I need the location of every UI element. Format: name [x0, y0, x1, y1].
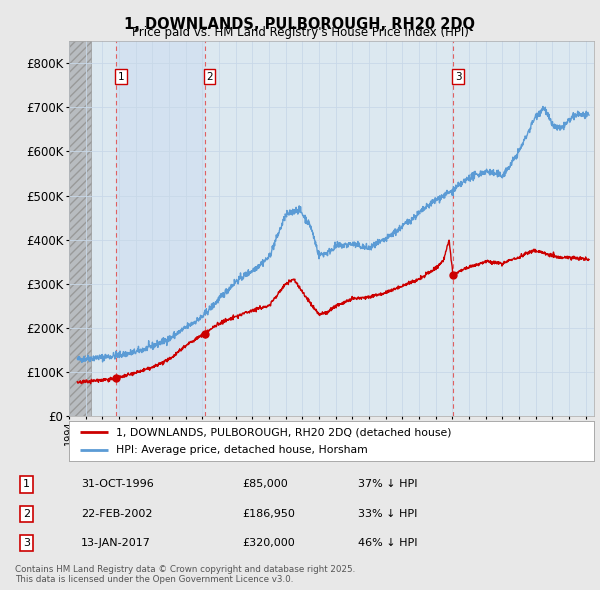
Text: 2: 2	[206, 72, 213, 82]
Text: 22-FEB-2002: 22-FEB-2002	[81, 509, 152, 519]
Text: 1: 1	[118, 72, 124, 82]
Text: 37% ↓ HPI: 37% ↓ HPI	[358, 480, 417, 489]
Bar	[69, 41, 91, 416]
Text: 2: 2	[23, 509, 30, 519]
Text: 1, DOWNLANDS, PULBOROUGH, RH20 2DQ: 1, DOWNLANDS, PULBOROUGH, RH20 2DQ	[125, 17, 476, 31]
Text: HPI: Average price, detached house, Horsham: HPI: Average price, detached house, Hors…	[116, 445, 368, 455]
Text: 1, DOWNLANDS, PULBOROUGH, RH20 2DQ (detached house): 1, DOWNLANDS, PULBOROUGH, RH20 2DQ (deta…	[116, 428, 452, 438]
Bar	[116, 41, 205, 416]
Text: 1: 1	[23, 480, 30, 489]
Text: £320,000: £320,000	[242, 538, 295, 548]
Text: £85,000: £85,000	[242, 480, 288, 489]
Text: 46% ↓ HPI: 46% ↓ HPI	[358, 538, 417, 548]
Text: 31-OCT-1996: 31-OCT-1996	[81, 480, 154, 489]
Text: 3: 3	[455, 72, 461, 82]
Text: Price paid vs. HM Land Registry's House Price Index (HPI): Price paid vs. HM Land Registry's House …	[131, 26, 469, 39]
Text: Contains HM Land Registry data © Crown copyright and database right 2025.
This d: Contains HM Land Registry data © Crown c…	[15, 565, 355, 584]
Text: £186,950: £186,950	[242, 509, 295, 519]
Text: 3: 3	[23, 538, 30, 548]
Text: 13-JAN-2017: 13-JAN-2017	[81, 538, 151, 548]
Text: 33% ↓ HPI: 33% ↓ HPI	[358, 509, 417, 519]
